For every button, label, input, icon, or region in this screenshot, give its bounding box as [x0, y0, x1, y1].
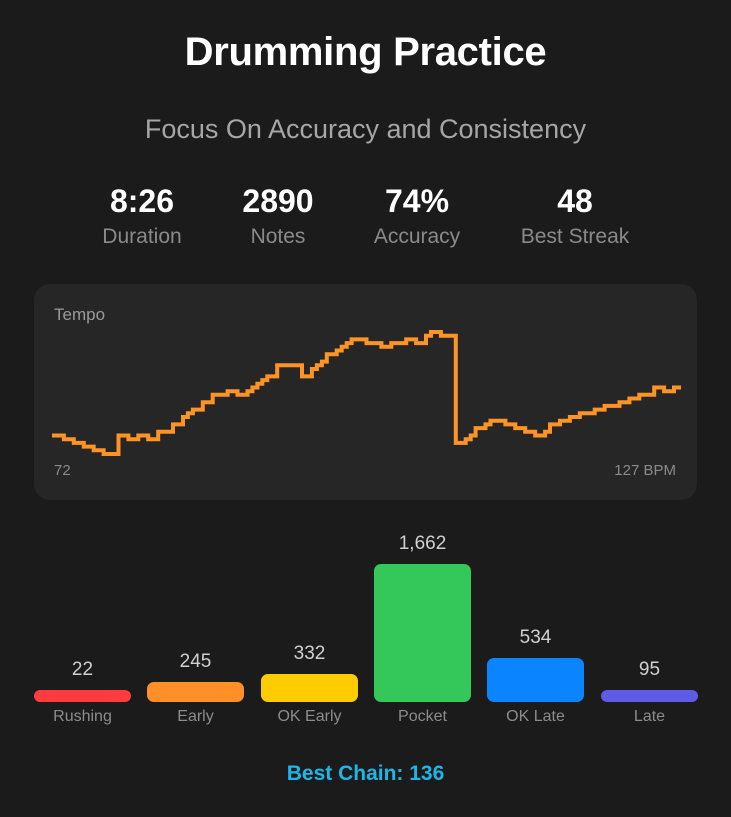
tempo-min-label: 72: [54, 462, 71, 479]
stat-duration-value: 8:26: [109, 183, 175, 219]
bar-value-label: 332: [293, 643, 326, 664]
bar-category-label: Pocket: [398, 708, 447, 725]
bar-ok-early: 332 OK Early: [261, 520, 358, 740]
bar-fill: [601, 690, 698, 702]
stat-notes-label: Notes: [250, 225, 306, 248]
stats-row: 8:26 Duration 2890 Notes 74% Accuracy 48…: [0, 182, 731, 262]
stat-accuracy: 74% Accuracy: [374, 182, 460, 252]
stat-duration: 8:26 Duration: [102, 182, 181, 252]
bar-fill: [34, 690, 131, 702]
tempo-line: [52, 330, 681, 456]
timing-bar-chart: 22 Rushing 245 Early 332 OK Early 1,662 Pocket 5…: [0, 520, 731, 740]
bar-value-label: 534: [519, 627, 552, 648]
stat-notes: 2890 Notes: [242, 182, 313, 252]
bar-early: 245 Early: [147, 520, 244, 740]
bar-value-label: 1,662: [398, 533, 447, 554]
bar-category-label: Rushing: [53, 708, 112, 725]
bar-fill: [487, 658, 584, 702]
bar-category-label: Late: [633, 708, 666, 725]
bar-late: 95 Late: [601, 520, 698, 740]
bar-category-label: OK Late: [506, 708, 565, 725]
bar-category-label: Early: [177, 708, 214, 725]
tempo-line-chart: [52, 330, 681, 456]
bar-fill: [374, 564, 471, 702]
stat-accuracy-value: 74%: [384, 183, 450, 219]
stat-notes-value: 2890: [242, 183, 314, 219]
bar-value-label: 95: [638, 659, 661, 680]
bar-category-label: OK Early: [277, 708, 342, 725]
stat-best-streak-value: 48: [557, 183, 593, 219]
stat-best-streak: 48 Best Streak: [521, 182, 630, 252]
tempo-chart-card: Tempo 72 127 BPM: [34, 284, 697, 500]
tempo-max-label: 127 BPM: [614, 462, 676, 479]
bar-fill: [261, 674, 358, 702]
page-subtitle: Focus On Accuracy and Consistency: [144, 114, 587, 144]
bar-value-label: 245: [179, 651, 212, 672]
stat-best-streak-label: Best Streak: [520, 225, 630, 248]
page-title: Drumming Practice: [184, 30, 547, 74]
bar-value-label: 22: [71, 659, 94, 680]
stat-accuracy-label: Accuracy: [373, 225, 461, 248]
tempo-chart-label: Tempo: [54, 305, 106, 324]
bar-ok-late: 534 OK Late: [487, 520, 584, 740]
bar-fill: [147, 682, 244, 702]
best-chain-label: Best Chain: 136: [286, 762, 445, 785]
bar-pocket: 1,662 Pocket: [374, 520, 471, 740]
stat-duration-label: Duration: [102, 225, 182, 248]
bar-rushing: 22 Rushing: [34, 520, 131, 740]
